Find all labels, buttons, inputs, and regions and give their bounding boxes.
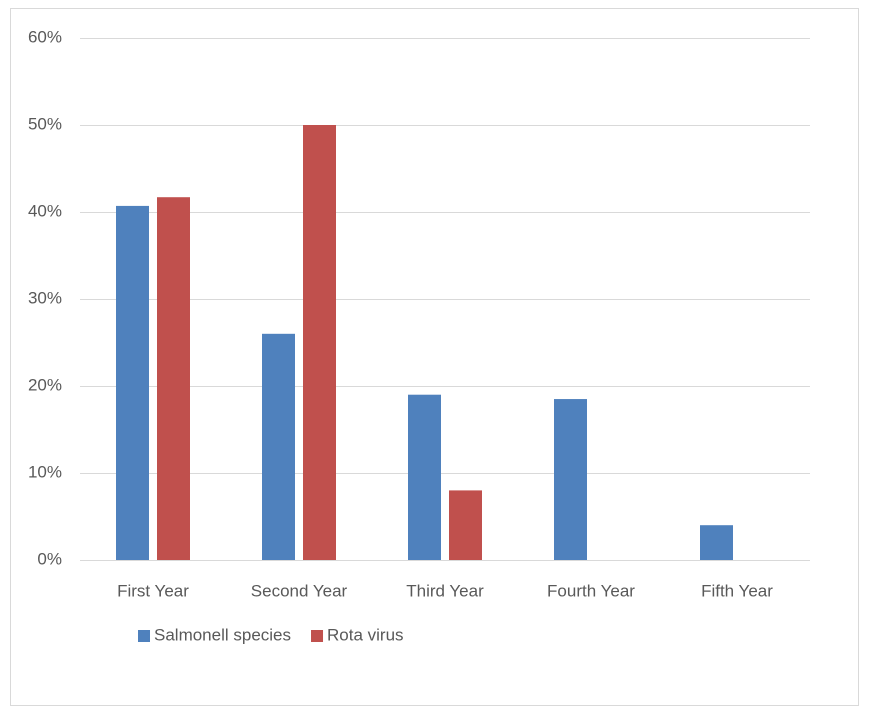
bar [116, 205, 149, 560]
bar [262, 333, 295, 560]
bar [554, 399, 587, 560]
bar [303, 125, 336, 560]
x-tick-label: First Year [117, 581, 189, 600]
bar [449, 490, 482, 560]
x-tick-label: Second Year [251, 581, 348, 600]
bar [408, 394, 441, 560]
bar [700, 525, 733, 560]
x-tick-label: Fifth Year [701, 581, 773, 600]
legend-swatch [138, 630, 150, 642]
legend-swatch [311, 630, 324, 642]
y-tick-label: 40% [28, 201, 62, 220]
y-tick-label: 20% [28, 375, 62, 394]
chart-border [10, 8, 859, 706]
legend-label: Rota virus [327, 625, 404, 644]
y-tick-label: 50% [28, 114, 62, 133]
legend-label: Salmonell species [154, 625, 291, 644]
y-tick-label: 60% [28, 27, 62, 46]
x-tick-label: Third Year [406, 581, 484, 600]
x-tick-label: Fourth Year [547, 581, 635, 600]
y-tick-label: 30% [28, 288, 62, 307]
y-tick-label: 10% [28, 462, 62, 481]
bar [157, 197, 190, 560]
y-tick-label: 0% [37, 549, 62, 568]
